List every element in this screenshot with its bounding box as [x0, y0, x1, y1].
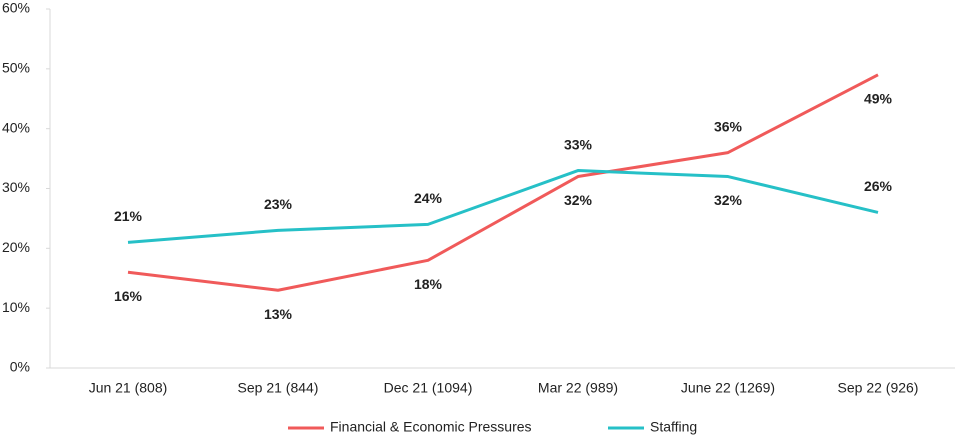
y-tick-label: 0%: [10, 359, 30, 375]
y-tick-label: 40%: [2, 119, 30, 135]
data-label: 49%: [864, 91, 893, 107]
data-label: 21%: [114, 208, 143, 224]
series-line: [127, 169, 879, 244]
data-label: 33%: [564, 136, 593, 152]
x-tick-label: Mar 22 (989): [538, 380, 618, 396]
y-tick-label: 20%: [2, 239, 30, 255]
y-tick-label: 10%: [2, 299, 30, 315]
legend-label: Staffing: [650, 419, 697, 435]
x-tick-label: Sep 21 (844): [238, 380, 319, 396]
y-tick-label: 50%: [2, 60, 30, 76]
data-label: 26%: [864, 178, 893, 194]
data-label: 23%: [264, 196, 293, 212]
data-label: 32%: [564, 192, 593, 208]
x-tick-label: June 22 (1269): [681, 380, 775, 396]
series-line: [127, 73, 879, 292]
x-tick-label: Jun 21 (808): [89, 380, 168, 396]
y-tick-label: 60%: [2, 0, 30, 16]
data-label: 16%: [114, 288, 143, 304]
legend-label: Financial & Economic Pressures: [330, 419, 532, 435]
x-tick-label: Sep 22 (926): [838, 380, 919, 396]
data-label: 36%: [714, 118, 743, 134]
y-tick-label: 30%: [2, 179, 30, 195]
data-label: 18%: [414, 276, 443, 292]
x-tick-label: Dec 21 (1094): [384, 380, 473, 396]
data-label: 32%: [714, 192, 743, 208]
data-label: 24%: [414, 190, 443, 206]
data-label: 13%: [264, 306, 293, 322]
